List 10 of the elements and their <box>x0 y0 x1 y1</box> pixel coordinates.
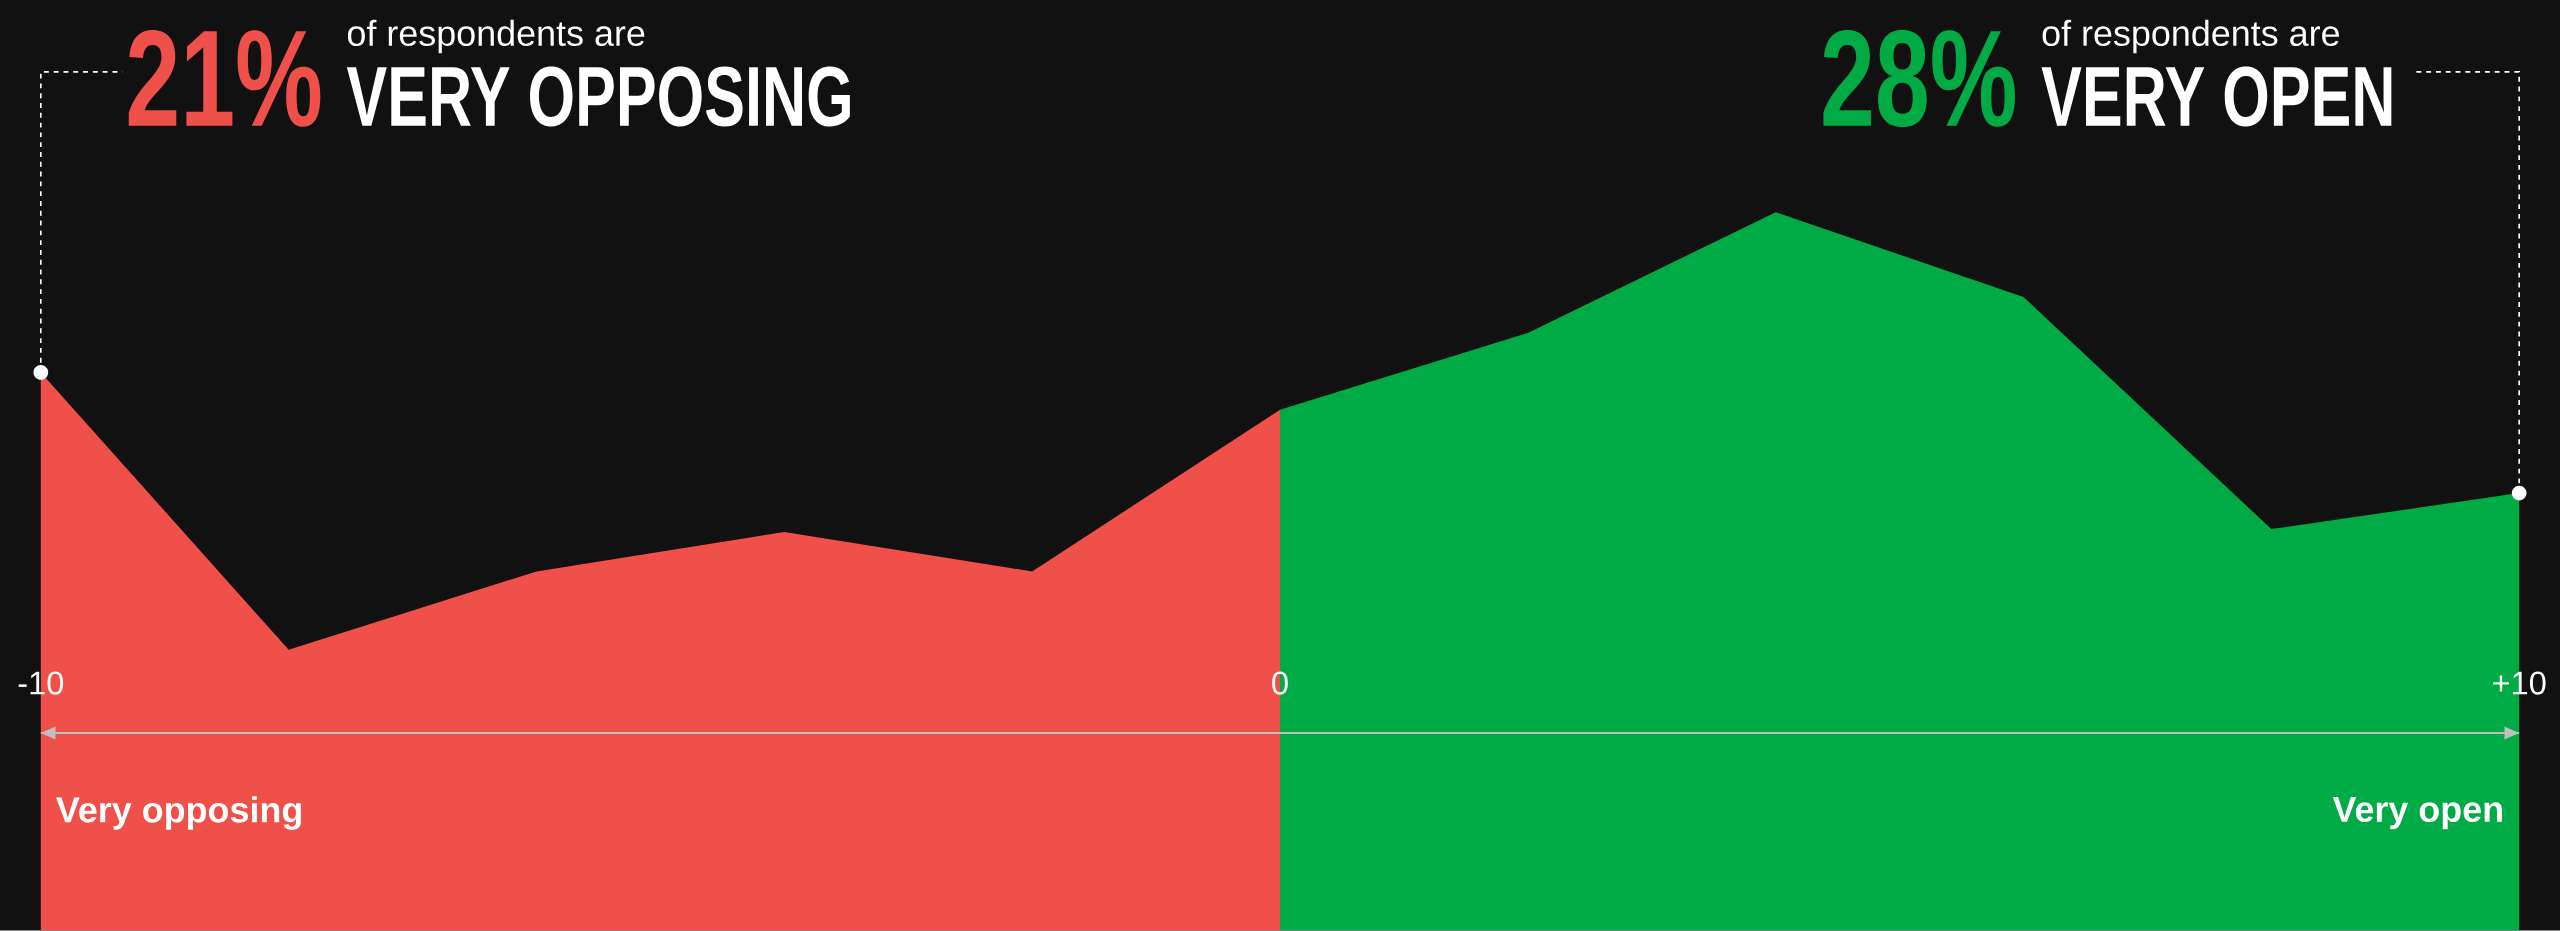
text: VERY OPPOSING <box>346 66 850 127</box>
text: VERY OPEN <box>2041 66 2392 127</box>
annotation: Very open <box>2332 797 2502 830</box>
x-tick-label: 0 <box>1272 671 1288 695</box>
annotation: 21% <box>128 30 321 127</box>
text: of respondents are <box>2042 19 2339 54</box>
text: of respondents are <box>347 19 645 54</box>
x-tick-label: +10 <box>2493 671 2546 695</box>
annotation: Very opposing <box>56 796 301 831</box>
text: 28% <box>1823 30 2015 128</box>
